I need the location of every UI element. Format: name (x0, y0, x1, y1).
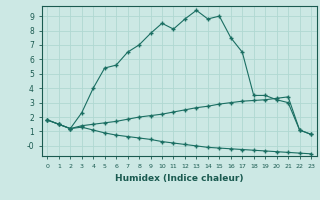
X-axis label: Humidex (Indice chaleur): Humidex (Indice chaleur) (115, 174, 244, 183)
